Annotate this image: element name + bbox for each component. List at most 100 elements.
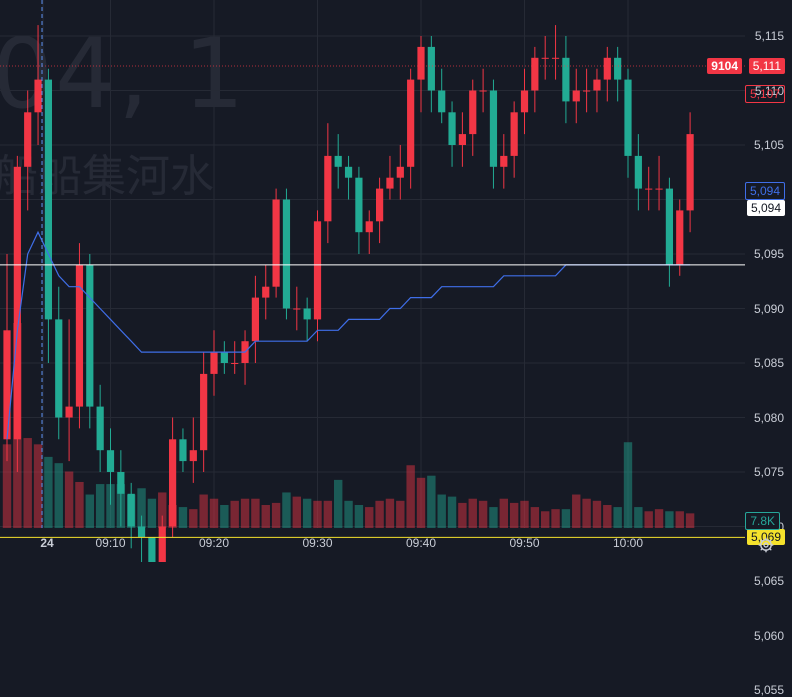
candle-body (365, 221, 373, 233)
candle-body (272, 199, 280, 287)
candle-body (55, 319, 63, 418)
volume-bar (551, 509, 560, 528)
volume-bar (54, 463, 63, 528)
candle-body (593, 79, 601, 91)
volume-bar (292, 496, 301, 528)
candle-body (13, 166, 21, 440)
candle-body (572, 90, 580, 102)
candle-body (324, 155, 332, 222)
candle-body (614, 57, 622, 80)
candle-body (479, 90, 487, 92)
time-tick-label: 09:40 (405, 536, 437, 550)
candle-body (355, 177, 363, 233)
candle-body (3, 330, 11, 440)
volume-bar (685, 513, 695, 528)
volume-bar (623, 442, 633, 528)
candle-body (220, 352, 228, 363)
gear-icon[interactable] (758, 537, 774, 553)
candle-body (344, 166, 353, 178)
volume-bar (230, 500, 239, 528)
candle-body (634, 155, 642, 189)
candle-body (75, 264, 84, 407)
candle-body (334, 155, 342, 167)
volume-bar (654, 509, 664, 528)
candle-body (210, 352, 218, 374)
volume-bar (520, 500, 529, 528)
volume-bar (447, 496, 457, 528)
volume-bar (240, 498, 250, 528)
volume-bar (85, 494, 94, 528)
candle-body (407, 79, 415, 167)
volume-bar (354, 504, 364, 528)
volume-bar (478, 500, 488, 528)
volume-bar (613, 507, 622, 528)
time-tick-label: 09:20 (198, 536, 230, 550)
candle-body (179, 439, 187, 462)
reference-line-badge: 5,094 (746, 200, 785, 216)
volume-bar (603, 504, 612, 528)
volume-badge: 7.8K (745, 512, 780, 530)
price-tick-label: 5,075 (753, 465, 784, 479)
candle-body (34, 79, 42, 113)
volume-bar (489, 507, 498, 528)
vwap-line (6, 230, 691, 440)
candle-body (65, 406, 73, 418)
volume-bar (313, 500, 322, 528)
candle-body (510, 112, 518, 156)
candle-body (137, 526, 146, 538)
price-tick-label: 5,055 (753, 683, 784, 697)
candle-body (438, 90, 446, 113)
volume-bars (2, 323, 695, 528)
candle-body (469, 90, 477, 135)
candle-body (676, 210, 684, 265)
time-tick-label: 09:30 (302, 536, 333, 550)
time-tick-label: 09:50 (509, 536, 540, 550)
candle-body (86, 264, 94, 407)
candle-body (127, 493, 135, 527)
price-tick-label: 5,065 (753, 574, 784, 588)
candle-body (200, 373, 208, 451)
candle-body (117, 472, 125, 494)
candle-body (44, 79, 52, 320)
volume-bar (427, 475, 436, 528)
candle-body (645, 188, 653, 190)
volume-bar (541, 511, 550, 528)
candle-body (303, 308, 311, 320)
candle-body (583, 90, 591, 92)
volume-bar (147, 498, 157, 528)
candle-body (624, 79, 632, 156)
volume-bar (334, 479, 343, 528)
candle-body (531, 57, 539, 91)
price-tick-label: 5,090 (753, 301, 784, 316)
volume-bar (209, 498, 219, 528)
candle-body (24, 112, 32, 167)
candle-body (106, 450, 115, 472)
volume-bar (323, 500, 333, 528)
volume-bar (178, 507, 188, 528)
candle-body (541, 57, 549, 59)
candle-body (282, 199, 291, 309)
candle-body (686, 134, 694, 211)
candle-body (376, 188, 384, 222)
candle-body (169, 439, 177, 527)
grid (0, 0, 745, 528)
candle-body (448, 112, 456, 145)
candle-body (313, 221, 322, 320)
price-tick-label: 5,060 (753, 628, 784, 643)
volume-bar (189, 509, 198, 528)
price-chart[interactable] (0, 0, 792, 562)
volume-bar (95, 484, 105, 528)
volume-bar (220, 504, 229, 528)
volume-bar (675, 511, 684, 528)
candle-body (148, 537, 156, 562)
volume-bar (2, 444, 12, 528)
volume-bar (634, 507, 643, 528)
volume-bar (582, 498, 591, 528)
volume-bar (137, 488, 146, 528)
candle-body (551, 57, 560, 59)
volume-bar (64, 471, 74, 528)
volume-bar (302, 498, 312, 528)
volume-bar (251, 498, 260, 528)
volume-bar (530, 507, 540, 528)
